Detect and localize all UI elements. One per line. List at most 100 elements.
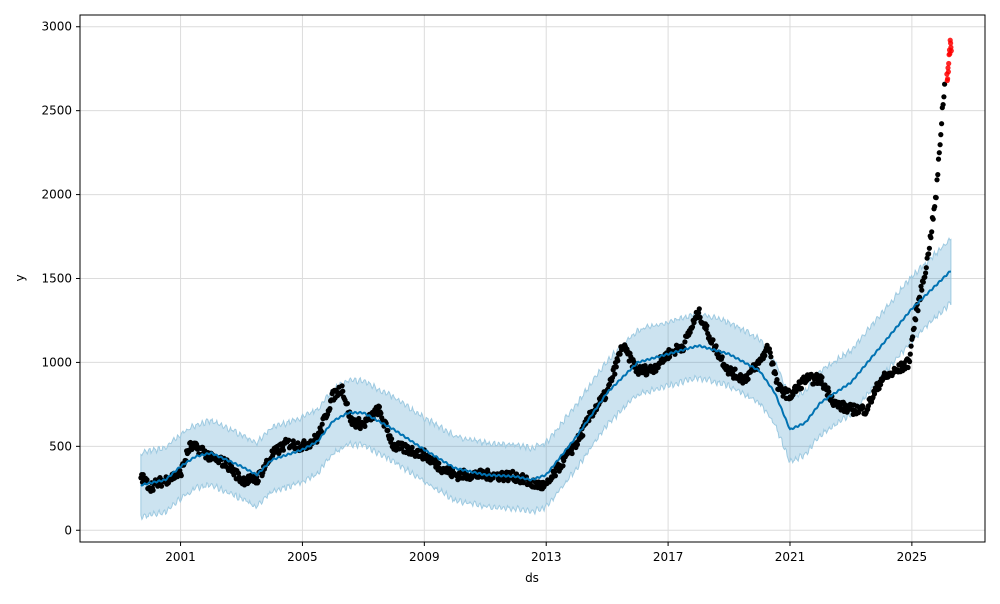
observed-point bbox=[934, 177, 940, 183]
observed-point bbox=[774, 377, 780, 383]
observed-point bbox=[318, 429, 325, 435]
observed-point bbox=[937, 142, 943, 148]
observed-point bbox=[926, 251, 932, 257]
observed-point bbox=[790, 392, 796, 398]
observed-point bbox=[871, 391, 878, 397]
observed-point bbox=[339, 383, 345, 389]
observed-point bbox=[819, 374, 825, 380]
observed-point bbox=[613, 364, 619, 370]
observed-point bbox=[385, 427, 391, 434]
observed-point bbox=[935, 172, 941, 178]
x-tick-label: 2025 bbox=[897, 550, 928, 564]
observed-point bbox=[697, 314, 703, 320]
observed-point bbox=[505, 478, 511, 484]
observed-points bbox=[138, 37, 954, 494]
holdout-point bbox=[945, 69, 952, 75]
observed-point bbox=[930, 216, 936, 222]
holdout-point bbox=[948, 40, 954, 46]
observed-point bbox=[920, 279, 926, 285]
observed-point bbox=[923, 270, 929, 276]
y-tick-label: 0 bbox=[64, 523, 72, 537]
observed-point bbox=[710, 337, 716, 343]
observed-point bbox=[919, 287, 925, 293]
observed-point bbox=[907, 359, 913, 365]
observed-point bbox=[913, 317, 919, 323]
observed-point bbox=[286, 437, 292, 443]
observed-point bbox=[469, 475, 475, 481]
observed-point bbox=[158, 483, 165, 489]
x-tick-label: 2001 bbox=[165, 550, 196, 564]
observed-point bbox=[178, 473, 184, 479]
observed-point bbox=[696, 310, 702, 316]
holdout-point bbox=[948, 48, 954, 54]
observed-point bbox=[860, 404, 866, 410]
observed-point bbox=[235, 470, 242, 476]
observed-point bbox=[144, 477, 150, 483]
observed-point bbox=[295, 440, 301, 446]
observed-point bbox=[655, 364, 661, 371]
observed-point bbox=[682, 339, 688, 345]
x-tick-label: 2005 bbox=[287, 550, 318, 564]
observed-point bbox=[280, 447, 286, 453]
holdout-point bbox=[945, 65, 951, 71]
observed-point bbox=[552, 469, 558, 475]
holdout-point bbox=[946, 60, 952, 67]
x-tick-label: 2017 bbox=[653, 550, 684, 564]
x-tick-label: 2009 bbox=[409, 550, 440, 564]
observed-point bbox=[762, 353, 768, 359]
observed-point bbox=[928, 235, 934, 241]
x-axis-label: ds bbox=[525, 571, 539, 585]
observed-point bbox=[615, 358, 621, 364]
observed-point bbox=[910, 334, 916, 340]
observed-point bbox=[150, 487, 156, 493]
observed-point bbox=[941, 94, 947, 100]
observed-point bbox=[704, 323, 710, 329]
y-axis-label: y bbox=[13, 274, 27, 281]
observed-point bbox=[926, 245, 933, 251]
observed-point bbox=[732, 366, 738, 372]
observed-point bbox=[923, 265, 929, 271]
observed-point bbox=[745, 376, 751, 382]
observed-point bbox=[911, 325, 917, 331]
grid bbox=[80, 15, 985, 542]
observed-point bbox=[327, 406, 333, 412]
observed-point bbox=[319, 421, 325, 427]
observed-point bbox=[510, 468, 516, 474]
observed-point bbox=[939, 121, 945, 127]
observed-point bbox=[706, 333, 712, 340]
holdout-point bbox=[945, 76, 951, 82]
observed-point bbox=[689, 324, 696, 330]
uncertainty-interval bbox=[140, 237, 952, 521]
observed-point bbox=[768, 354, 774, 360]
observed-point bbox=[560, 463, 566, 469]
observed-point bbox=[785, 387, 792, 393]
observed-point bbox=[767, 350, 773, 356]
observed-point bbox=[935, 156, 942, 162]
observed-point bbox=[340, 388, 346, 394]
observed-point bbox=[409, 444, 415, 450]
observed-point bbox=[612, 371, 618, 377]
observed-point bbox=[376, 404, 382, 410]
observed-point bbox=[918, 283, 924, 289]
observed-point bbox=[772, 371, 779, 377]
observed-point bbox=[617, 351, 623, 357]
observed-point bbox=[574, 441, 581, 448]
x-axis: 2001 2005 2009 2013 2017 2021 2025 bbox=[165, 542, 927, 564]
y-axis: 0 500 1000 1500 2000 2500 3000 bbox=[41, 20, 80, 537]
observed-point bbox=[929, 229, 935, 235]
observed-point bbox=[254, 474, 260, 480]
observed-point bbox=[378, 410, 384, 416]
observed-point bbox=[938, 132, 944, 138]
observed-point bbox=[855, 410, 862, 416]
observed-point bbox=[552, 473, 559, 479]
observed-point bbox=[255, 478, 261, 484]
observed-point bbox=[719, 354, 725, 360]
y-tick-label: 1500 bbox=[41, 272, 72, 286]
forecast-line bbox=[140, 270, 952, 487]
observed-point bbox=[344, 400, 350, 407]
observed-point bbox=[905, 364, 911, 371]
observed-point bbox=[907, 351, 913, 357]
observed-point bbox=[826, 389, 832, 395]
y-tick-label: 2000 bbox=[41, 188, 72, 202]
